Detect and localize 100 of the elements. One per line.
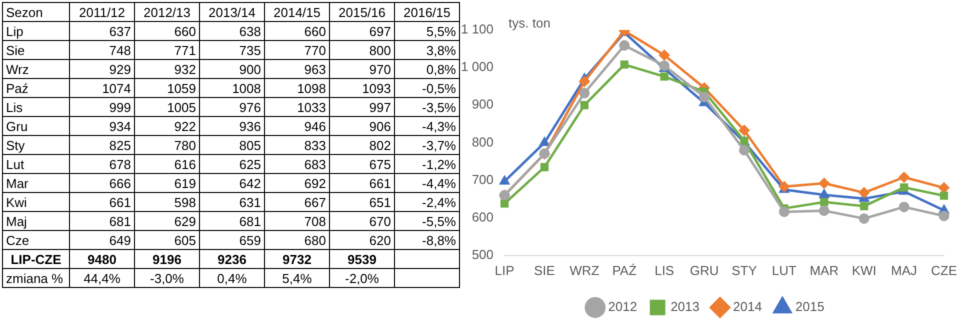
data-label: 9539 [330,250,394,268]
data-label: 670 [330,212,394,230]
data-label: 619 [134,174,200,192]
data-label: 5,5% [394,22,460,40]
y-axis-title: tys. ton [508,16,550,31]
data-label: -2,0% [330,268,394,288]
category-label: Kwi [2,192,70,212]
category-label: Gru [2,116,70,136]
y-tick-label: 600 [472,209,494,224]
category-label: Lis [2,98,70,116]
data-label: 3,8% [394,40,460,60]
y-tick-label: 500 [472,246,494,262]
legend-label: 2014 [733,299,762,314]
data-label: 625 [200,154,264,174]
category-label: Lut [2,154,70,174]
legend-label: 2015 [795,299,824,314]
data-label: 0,4% [200,268,264,288]
data-label: 1008 [200,78,264,98]
category-label: Sty [2,136,70,154]
data-label: -4,3% [394,116,460,136]
data-label: 680 [264,230,330,250]
data-label: 651 [330,192,394,212]
data-label: 833 [264,136,330,154]
data-label: 5,4% [264,268,330,288]
data-label: 661 [70,192,134,212]
data-label: 735 [200,40,264,60]
x-tick-label: STY [732,262,758,278]
data-label: -4,4% [394,174,460,192]
x-tick-label: LUT [772,262,797,278]
legend-label: 2013 [670,299,700,314]
data-label: 936 [200,116,264,136]
category-label: Cze [2,230,70,250]
text: Sezon [2,2,70,22]
legend-label: 2013/14 [200,2,264,22]
data-label: 999 [70,98,134,116]
data-label: 9236 [200,250,264,268]
data-label: 9732 [264,250,330,268]
y-tick-label: 700 [472,172,494,187]
legend-label: 2016/15 [394,2,460,22]
data-label: 9196 [134,250,200,268]
data-label: -8,8% [394,230,460,250]
data-label: 681 [70,212,134,230]
x-tick-label: WRZ [570,262,600,278]
data-label: 963 [264,60,330,78]
data-label: 605 [134,230,200,250]
category-label: zmiana % [2,268,70,288]
data-label: 667 [264,192,330,212]
category-label: LIP-CZE [2,250,70,268]
data-label: -3,5% [394,98,460,116]
data-label: 629 [134,212,200,230]
data-label: 929 [70,60,134,78]
data-label: 692 [264,174,330,192]
data-label: 660 [264,22,330,40]
data-label: 9480 [70,250,134,268]
data-label: 932 [134,60,200,78]
data-label: 675 [330,154,394,174]
data-label: 805 [200,136,264,154]
data-label: 649 [70,230,134,250]
data-label: 748 [70,40,134,60]
data-label: 697 [330,22,394,40]
data-label: 1074 [70,78,134,98]
data-label: 631 [200,192,264,212]
data-label: 660 [134,22,200,40]
data-label: 771 [134,40,200,60]
data-label: 678 [70,154,134,174]
x-tick-label: MAJ [891,262,918,278]
data-label: 802 [330,136,394,154]
data-label: -0,5% [394,78,460,98]
data-label: 976 [200,98,264,116]
data-label: 638 [200,22,264,40]
data-label: -3,0% [134,268,200,288]
data-label: 708 [264,212,330,230]
data-label: 1033 [264,98,330,116]
data-label: 637 [70,22,134,40]
data-label: 997 [330,98,394,116]
y-tick-label: 1 000 [460,59,494,74]
category-label: Maj [2,212,70,230]
data-label: 946 [264,116,330,136]
data-label: -3,7% [394,136,460,154]
legend-label: 2014/15 [264,2,330,22]
data-label: 1059 [134,78,200,98]
data-label: 1093 [330,78,394,98]
data-label: 800 [330,40,394,60]
x-tick-label: PAŹ [612,262,637,278]
data-label: 770 [264,40,330,60]
data-label: 825 [70,136,134,154]
x-tick-label: MAR [810,262,839,278]
category-label: Paź [2,78,70,98]
data-label: 970 [330,60,394,78]
category-label: Wrz [2,60,70,78]
data-label: 659 [200,230,264,250]
data-label: 922 [134,116,200,136]
data-label: 666 [70,174,134,192]
data-label: 934 [70,116,134,136]
data-label: 681 [200,212,264,230]
x-tick-label: LIS [654,262,674,278]
data-label: -1,2% [394,154,460,174]
x-tick-label: KWI [852,262,876,278]
data-label: 780 [134,136,200,154]
data-label: -2,4% [394,192,460,212]
